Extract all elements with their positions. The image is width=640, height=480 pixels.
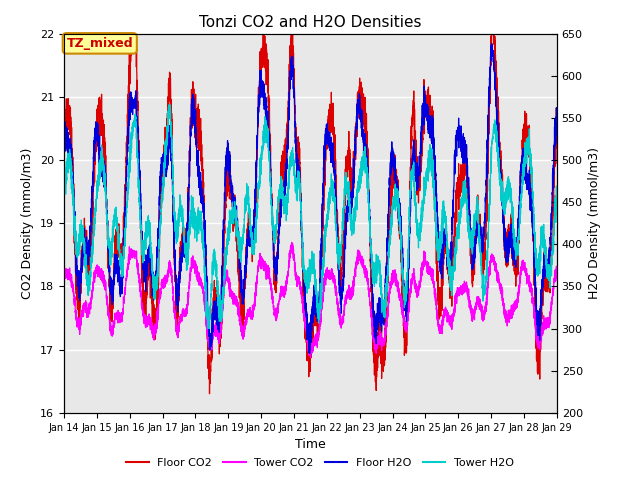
- Title: Tonzi CO2 and H2O Densities: Tonzi CO2 and H2O Densities: [199, 15, 422, 30]
- Text: TZ_mixed: TZ_mixed: [67, 37, 133, 50]
- Y-axis label: H2O Density (mmol/m3): H2O Density (mmol/m3): [588, 147, 602, 299]
- Legend: Floor CO2, Tower CO2, Floor H2O, Tower H2O: Floor CO2, Tower CO2, Floor H2O, Tower H…: [122, 453, 518, 472]
- Y-axis label: CO2 Density (mmol/m3): CO2 Density (mmol/m3): [22, 147, 35, 299]
- X-axis label: Time: Time: [295, 438, 326, 451]
